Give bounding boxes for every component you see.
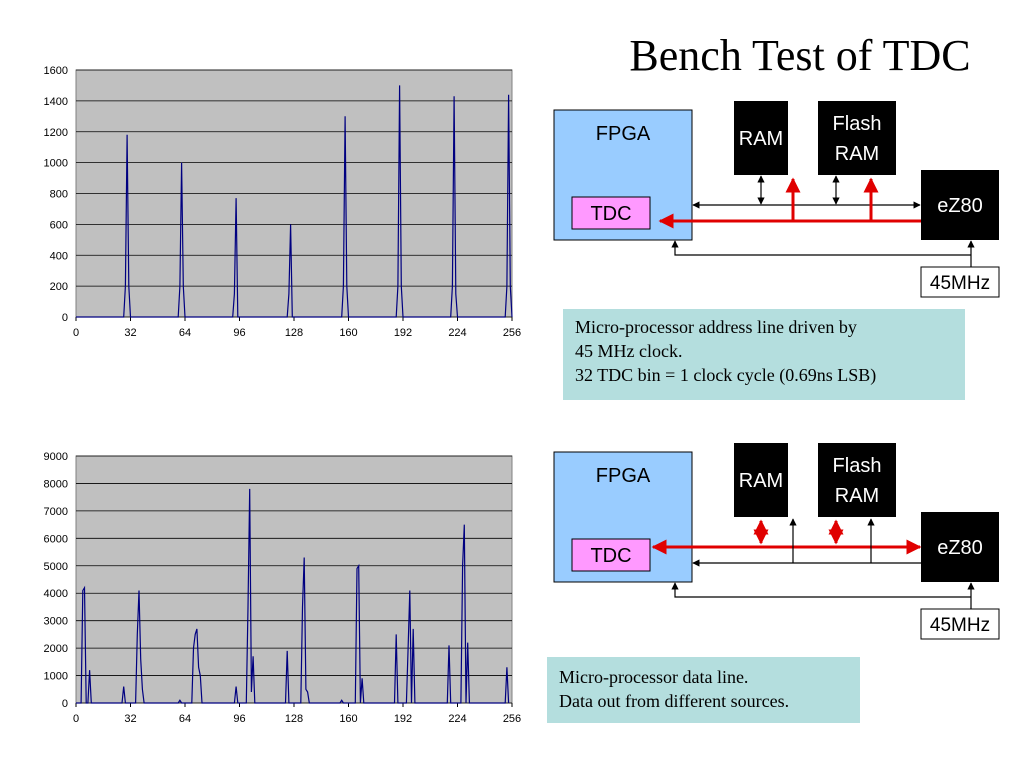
x-tick-label: 96	[233, 327, 245, 339]
clock-box	[920, 266, 1000, 298]
ram-block	[734, 443, 788, 517]
chart-data-line: 0 1000 2000 3000 4000 5000 6000 7000 8000 9000 0 3…	[44, 451, 522, 725]
y-tick-label: 0	[62, 312, 68, 324]
x-tick-label: 192	[394, 713, 412, 725]
caption-line: Data out from different sources.	[559, 691, 790, 711]
block-diagram-address: FPGA TDC RAM Flash RAM eZ80 45MHz	[553, 101, 1000, 298]
x-tick-labels: 0 32 64 96 128 160 192 224 256	[73, 317, 521, 339]
y-tick-labels: 0 1000 2000 3000 4000 5000 6000 7000 8000 9000	[44, 451, 68, 710]
x-tick-label: 128	[285, 713, 303, 725]
y-tick-label: 1600	[44, 65, 68, 77]
clock-box	[920, 608, 1000, 640]
x-tick-label: 160	[339, 327, 357, 339]
y-tick-label: 400	[50, 250, 68, 262]
clock-to-fpga-arrow	[671, 240, 971, 256]
ez80-block	[921, 512, 999, 582]
flash-ram-block	[818, 101, 896, 175]
x-tick-label: 0	[73, 327, 79, 339]
x-tick-label: 224	[448, 713, 466, 725]
x-tick-label: 256	[503, 327, 521, 339]
y-tick-label: 600	[50, 219, 68, 231]
y-tick-label: 0	[62, 698, 68, 710]
x-tick-label: 64	[179, 327, 191, 339]
y-tick-label: 1000	[44, 671, 68, 683]
ram-block	[734, 101, 788, 175]
tdc-label: TDC	[590, 545, 631, 567]
ram-label: RAM	[739, 128, 783, 150]
tdc-label: TDC	[590, 203, 631, 225]
flash-label-line1: Flash	[833, 455, 882, 477]
block-diagram-data: FPGA TDC RAM Flash RAM eZ80 45MHz	[553, 443, 1000, 640]
tdc-block	[571, 196, 651, 230]
flash-ram-block	[818, 443, 896, 517]
ez80-block	[921, 170, 999, 240]
caption-address-line: Micro-processor address line driven by 4…	[563, 309, 965, 400]
x-tick-label: 128	[285, 327, 303, 339]
x-tick-labels: 0 32 64 96 128 160 192 224 256	[73, 703, 521, 725]
y-tick-label: 1400	[44, 96, 68, 108]
chart-address-line: 0 200 400 600 800 1000 1200 1400 1600 0 32 64 96 128…	[44, 65, 522, 339]
x-tick-label: 32	[124, 713, 136, 725]
caption-line: Micro-processor data line.	[559, 667, 749, 687]
y-tick-label: 6000	[44, 533, 68, 545]
caption-data-line: Micro-processor data line. Data out from…	[547, 657, 860, 723]
flash-label-line2: RAM	[835, 485, 879, 507]
x-tick-label: 224	[448, 327, 466, 339]
y-tick-labels: 0 200 400 600 800 1000 1200 1400 1600	[44, 65, 68, 324]
clock-label: 45MHz	[930, 273, 990, 294]
fpga-label: FPGA	[596, 465, 651, 487]
y-tick-label: 200	[50, 281, 68, 293]
y-tick-label: 5000	[44, 561, 68, 573]
clock-to-fpga-arrow	[671, 582, 971, 598]
y-tick-label: 1000	[44, 158, 68, 170]
fpga-label: FPGA	[596, 123, 651, 145]
grid-lines	[76, 455, 512, 704]
clock-label: 45MHz	[930, 615, 990, 636]
x-tick-label: 64	[179, 713, 191, 725]
x-tick-label: 192	[394, 327, 412, 339]
ez80-label: eZ80	[937, 537, 983, 559]
y-tick-label: 1200	[44, 127, 68, 139]
y-tick-label: 4000	[44, 588, 68, 600]
caption-line: 32 TDC bin = 1 clock cycle (0.69ns LSB)	[575, 365, 877, 385]
series-line	[76, 85, 513, 318]
caption-line: 45 MHz clock.	[575, 341, 683, 361]
x-tick-label: 160	[339, 713, 357, 725]
flash-label-line1: Flash	[833, 113, 882, 135]
x-tick-label: 256	[503, 713, 521, 725]
x-tick-label: 96	[233, 713, 245, 725]
series-line	[76, 488, 510, 704]
x-tick-label: 32	[124, 327, 136, 339]
y-tick-label: 7000	[44, 506, 68, 518]
caption-line: Micro-processor address line driven by	[575, 317, 857, 337]
y-tick-label: 2000	[44, 643, 68, 655]
x-tick-label: 0	[73, 713, 79, 725]
ram-label: RAM	[739, 470, 783, 492]
y-tick-label: 9000	[44, 451, 68, 463]
tdc-block	[571, 538, 651, 572]
y-tick-label: 8000	[44, 478, 68, 490]
flash-label-line2: RAM	[835, 143, 879, 165]
slide-title: Bench Test of TDC	[629, 31, 971, 80]
plot-area	[75, 455, 513, 704]
y-tick-label: 800	[50, 189, 68, 201]
y-tick-label: 3000	[44, 616, 68, 628]
ez80-label: eZ80	[937, 195, 983, 217]
